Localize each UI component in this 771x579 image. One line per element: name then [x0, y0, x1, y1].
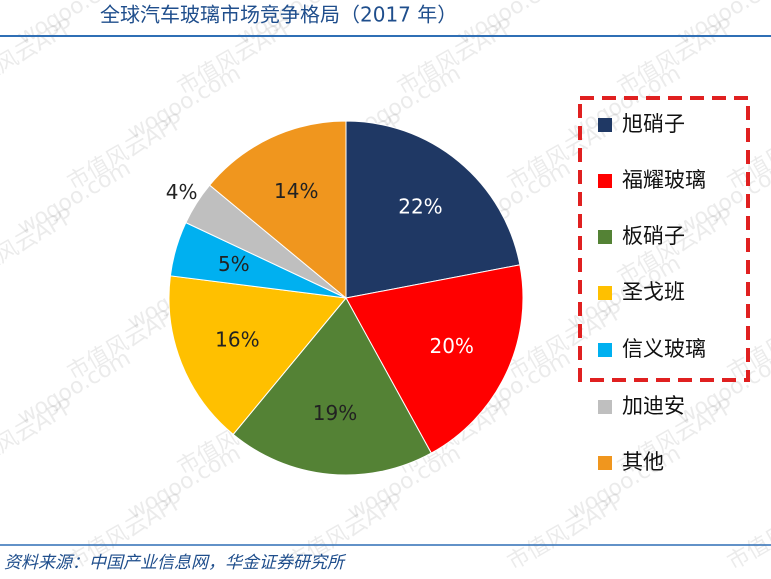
- legend-swatch: [598, 118, 612, 132]
- legend-label: 加迪安: [622, 394, 685, 418]
- legend-swatch: [598, 174, 612, 188]
- legend-label: 板硝子: [622, 224, 685, 248]
- source-note: 资料来源：中国产业信息网，华金证券研究所: [4, 553, 347, 573]
- legend-swatch: [598, 230, 612, 244]
- data-label: 14%: [274, 179, 318, 203]
- legend-label: 信义玻璃: [622, 337, 706, 361]
- legend-swatch: [598, 456, 612, 470]
- legend-swatch: [598, 343, 612, 357]
- legend-label: 圣戈班: [622, 280, 685, 304]
- pie-slice: [208, 120, 347, 300]
- legend-label: 旭硝子: [622, 112, 685, 136]
- legend-label: 福耀玻璃: [622, 168, 706, 192]
- pie-slice: [345, 264, 524, 454]
- highlight-box: [578, 96, 750, 382]
- pie-slice: [168, 275, 347, 436]
- data-label: 22%: [398, 194, 442, 218]
- legend-label: 其他: [622, 450, 664, 474]
- legend-swatch: [598, 286, 612, 300]
- data-label: 19%: [313, 401, 357, 425]
- chart-title: 全球汽车玻璃市场竞争格局（2017 年）: [100, 3, 457, 27]
- pie-slice: [345, 120, 521, 299]
- data-label: 5%: [218, 252, 250, 276]
- data-label: 20%: [429, 334, 473, 358]
- legend-swatch: [598, 400, 612, 414]
- pie-slice: [232, 297, 432, 476]
- data-label: 4%: [166, 180, 198, 204]
- data-label: 16%: [215, 328, 259, 352]
